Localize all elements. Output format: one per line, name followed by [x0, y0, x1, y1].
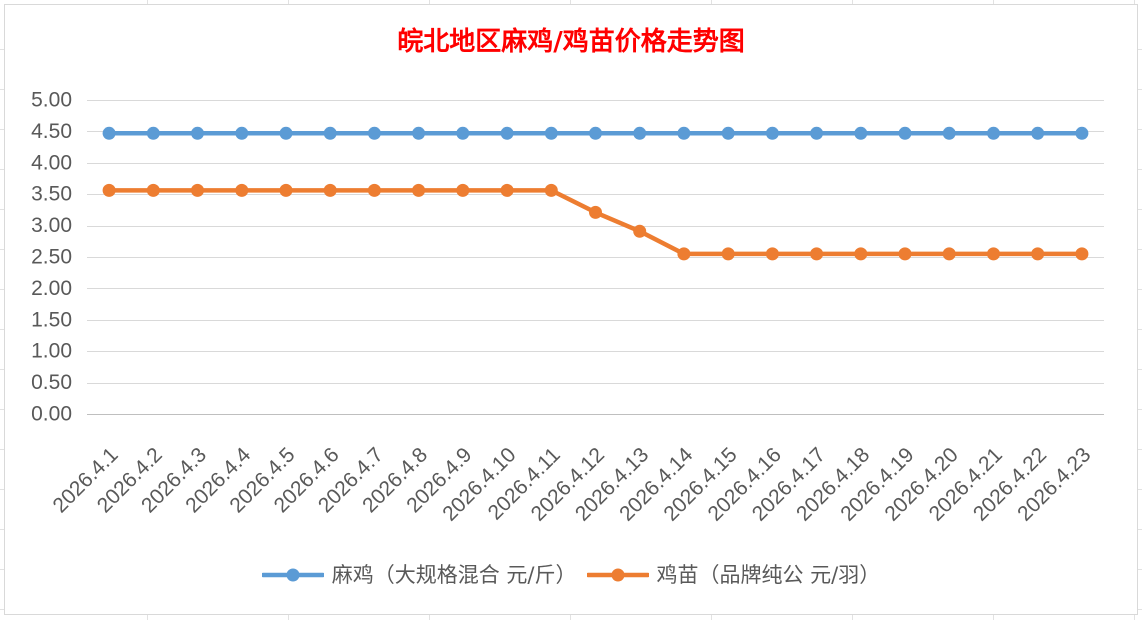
legend: 麻鸡（大规格混合 元/斤） 鸡苗（品牌纯公 元/羽） — [4, 561, 1138, 589]
series-1-point — [898, 126, 912, 140]
series-2-point — [1075, 247, 1089, 261]
chart-title: 皖北地区麻鸡/鸡苗价格走势图 — [397, 27, 745, 57]
series-1-point — [500, 126, 514, 140]
y-tick-label: 4.50 — [31, 120, 72, 143]
series-1-point — [412, 126, 426, 140]
series-1-point — [235, 126, 249, 140]
y-tick-label: 5.00 — [31, 89, 72, 112]
series-2-point — [898, 247, 912, 261]
series-2-point — [987, 247, 1000, 261]
series-2-point — [633, 224, 647, 238]
y-tick-label: 2.00 — [31, 277, 72, 300]
legend-marker — [586, 568, 649, 582]
series-2-point — [942, 247, 956, 261]
series-2-point — [589, 205, 602, 219]
legend-marker — [261, 568, 324, 582]
series-2-point — [677, 247, 691, 261]
legend-item: 鸡苗（品牌纯公 元/羽） — [586, 561, 881, 589]
y-tick-label: 1.00 — [31, 340, 72, 363]
chart-border — [4, 4, 1138, 615]
y-tick-label: 1.50 — [31, 308, 72, 331]
series-2-point — [721, 247, 735, 261]
series-1-point — [191, 126, 204, 140]
series-1-point — [279, 126, 293, 140]
series-2-point — [191, 183, 204, 197]
series-2-point — [323, 183, 337, 197]
y-tick-label: 3.00 — [31, 214, 72, 237]
series-2-point — [810, 247, 824, 261]
legend-marker-point — [286, 568, 300, 582]
series-1-point — [677, 126, 691, 140]
series-1-point — [102, 126, 116, 140]
series-1-point — [1031, 126, 1045, 140]
series-1-point — [810, 126, 824, 140]
series-1-point — [1075, 126, 1089, 140]
series-2-point — [1031, 247, 1045, 261]
series-1-point — [456, 126, 470, 140]
series-1-point — [987, 126, 1000, 140]
series-2-point — [412, 183, 426, 197]
series-1-point — [721, 126, 735, 140]
series-1-point — [589, 126, 602, 140]
series-1-point — [544, 126, 558, 140]
legend-label: 麻鸡（大规格混合 元/斤） — [331, 563, 577, 587]
series-2-point — [146, 183, 160, 197]
y-tick-label: 0.50 — [31, 371, 72, 394]
series-2-point — [235, 183, 249, 197]
y-tick-label: 3.50 — [31, 183, 72, 206]
legend-label: 鸡苗（品牌纯公 元/羽） — [656, 563, 881, 587]
series-1-point — [942, 126, 956, 140]
series-1-point — [146, 126, 160, 140]
legend-item: 麻鸡（大规格混合 元/斤） — [261, 561, 577, 589]
y-tick-label: 2.50 — [31, 246, 72, 269]
series-2-point — [500, 183, 514, 197]
series-1-point — [367, 126, 381, 140]
y-tick-label: 4.00 — [31, 151, 72, 174]
series-2-point — [765, 247, 779, 261]
series-1-point — [765, 126, 779, 140]
series-1-point — [854, 126, 868, 140]
series-2-point — [544, 183, 558, 197]
series-2-point — [854, 247, 868, 261]
series-1-point — [633, 126, 647, 140]
series-1 — [102, 126, 1089, 140]
y-tick-label: 0.00 — [31, 403, 72, 426]
series-2-point — [456, 183, 470, 197]
legend-marker-point — [611, 568, 624, 582]
series-2-point — [279, 183, 293, 197]
y-axis-labels: 0.00 0.50 1.00 1.50 2.00 2.50 3.00 3.50 4.00 4.50… — [31, 89, 72, 426]
series-2-point — [102, 183, 116, 197]
series-1-point — [323, 126, 337, 140]
series-2-point — [367, 183, 381, 197]
series-2 — [102, 183, 1089, 261]
